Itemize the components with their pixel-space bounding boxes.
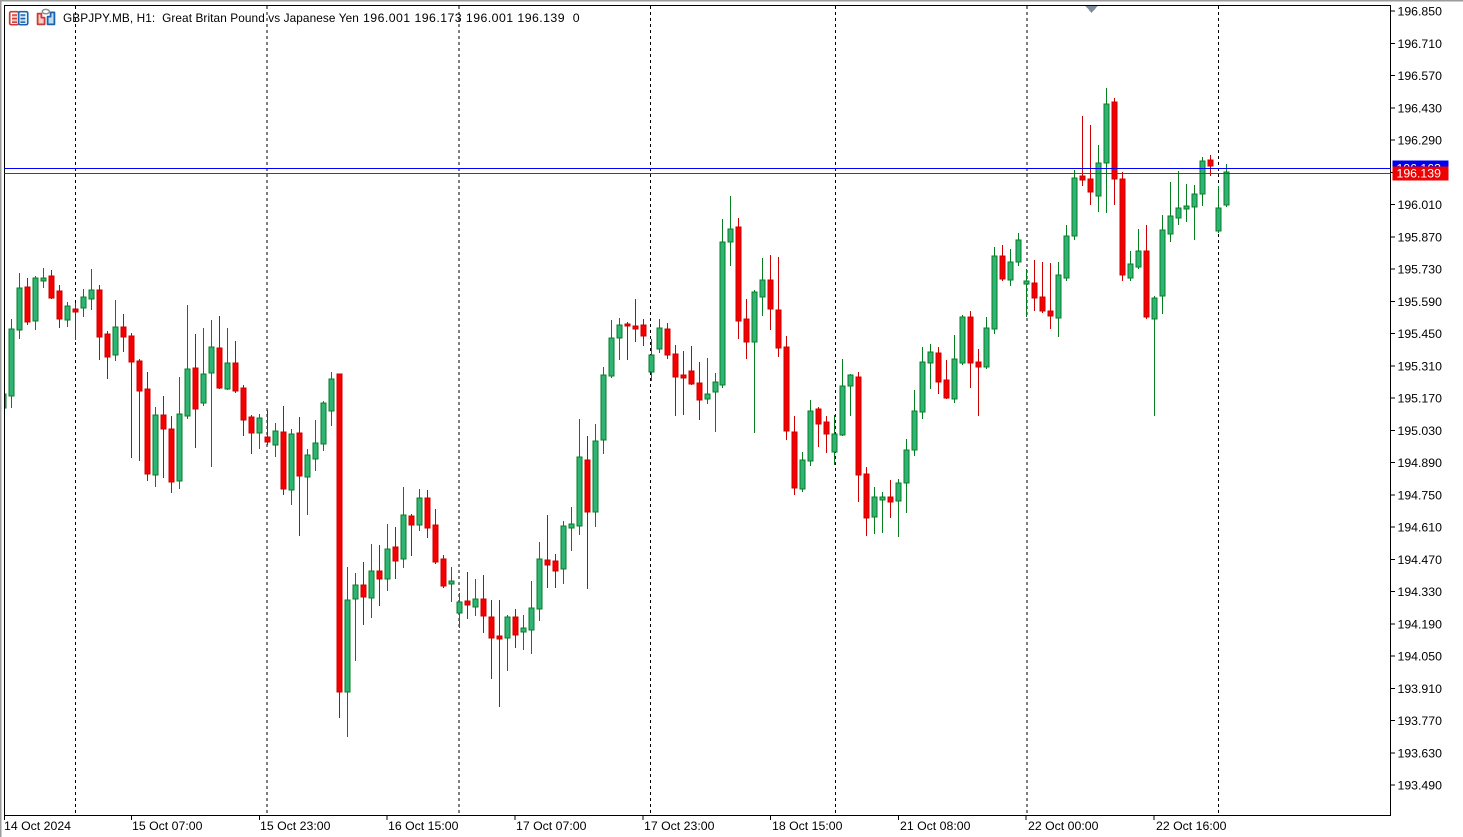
- svg-text:194.050: 194.050: [1398, 650, 1443, 664]
- svg-text:193.910: 193.910: [1398, 682, 1443, 696]
- svg-text:21 Oct 08:00: 21 Oct 08:00: [900, 819, 971, 833]
- svg-text:196.139: 196.139: [1397, 167, 1442, 181]
- svg-text:17 Oct 07:00: 17 Oct 07:00: [516, 819, 587, 833]
- svg-text:14 Oct 2024: 14 Oct 2024: [4, 819, 71, 833]
- svg-text:15 Oct 23:00: 15 Oct 23:00: [260, 819, 331, 833]
- svg-text:194.190: 194.190: [1398, 617, 1443, 631]
- svg-text:196.850: 196.850: [1398, 5, 1443, 19]
- svg-text:194.610: 194.610: [1398, 521, 1443, 535]
- svg-text:195.590: 195.590: [1398, 295, 1443, 309]
- svg-text:196.430: 196.430: [1398, 101, 1443, 115]
- svg-text:17 Oct 23:00: 17 Oct 23:00: [644, 819, 715, 833]
- svg-text:196.290: 196.290: [1398, 134, 1443, 148]
- svg-text:18 Oct 15:00: 18 Oct 15:00: [772, 819, 843, 833]
- svg-text:195.170: 195.170: [1398, 392, 1443, 406]
- svg-text:195.730: 195.730: [1398, 263, 1443, 277]
- svg-text:194.750: 194.750: [1398, 488, 1443, 502]
- svg-text:22 Oct 00:00: 22 Oct 00:00: [1028, 819, 1099, 833]
- svg-text:16 Oct 15:00: 16 Oct 15:00: [388, 819, 459, 833]
- svg-text:194.470: 194.470: [1398, 553, 1443, 567]
- svg-text:22 Oct 16:00: 22 Oct 16:00: [1156, 819, 1227, 833]
- svg-text:193.490: 193.490: [1398, 779, 1443, 793]
- svg-text:196.001 196.173 196.001 196.13: 196.001 196.173 196.001 196.139 0: [363, 11, 580, 25]
- svg-text:15 Oct 07:00: 15 Oct 07:00: [132, 819, 203, 833]
- svg-text:196.570: 196.570: [1398, 69, 1443, 83]
- svg-text:196.710: 196.710: [1398, 37, 1443, 51]
- svg-text:195.310: 195.310: [1398, 359, 1443, 373]
- svg-text:193.770: 193.770: [1398, 714, 1443, 728]
- svg-text:193.630: 193.630: [1398, 746, 1443, 760]
- svg-text:196.010: 196.010: [1398, 198, 1443, 212]
- svg-text:194.330: 194.330: [1398, 585, 1443, 599]
- svg-text:195.030: 195.030: [1398, 424, 1443, 438]
- svg-text:GBPJPY.MB, H1: Great Britan P: GBPJPY.MB, H1: Great Britan Pound vs Jap…: [63, 11, 359, 25]
- svg-text:194.890: 194.890: [1398, 456, 1443, 470]
- svg-text:195.870: 195.870: [1398, 230, 1443, 244]
- svg-text:195.450: 195.450: [1398, 327, 1443, 341]
